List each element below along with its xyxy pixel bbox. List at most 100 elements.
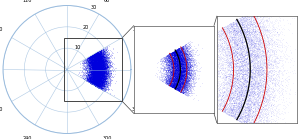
Point xyxy=(164,77,169,79)
Point xyxy=(169,79,174,81)
Point xyxy=(247,99,252,101)
Point xyxy=(179,71,184,73)
Point xyxy=(236,82,241,84)
Point xyxy=(97,56,102,58)
Point xyxy=(99,87,104,89)
Point xyxy=(237,68,242,71)
Point xyxy=(96,53,101,55)
Point xyxy=(179,74,184,77)
Point xyxy=(242,112,247,115)
Point xyxy=(244,51,248,53)
Point xyxy=(172,53,177,55)
Point xyxy=(167,74,172,76)
Point xyxy=(93,67,98,69)
Point xyxy=(180,63,185,65)
Point xyxy=(202,53,207,55)
Point xyxy=(182,82,187,85)
Point xyxy=(248,92,253,94)
Point xyxy=(176,64,181,67)
Point xyxy=(178,60,183,62)
Point xyxy=(176,67,180,69)
Point xyxy=(92,79,97,81)
Point xyxy=(261,62,266,65)
Point xyxy=(85,76,89,79)
Point xyxy=(243,37,248,39)
Point xyxy=(181,92,186,94)
Point xyxy=(170,84,175,86)
Point xyxy=(96,59,101,61)
Point xyxy=(89,66,94,68)
Point xyxy=(245,93,250,95)
Point xyxy=(176,76,181,78)
Point xyxy=(97,59,102,61)
Point xyxy=(179,64,184,66)
Point xyxy=(180,75,184,78)
Point xyxy=(97,58,102,60)
Point xyxy=(93,63,98,65)
Point xyxy=(171,57,176,59)
Point xyxy=(246,118,251,121)
Point xyxy=(253,68,258,71)
Point xyxy=(197,47,202,50)
Point xyxy=(185,53,190,55)
Point xyxy=(102,80,107,82)
Point xyxy=(183,75,188,77)
Point xyxy=(270,89,275,91)
Point xyxy=(250,119,254,121)
Point xyxy=(170,78,175,80)
Point xyxy=(170,57,175,59)
Point xyxy=(261,41,266,43)
Point xyxy=(180,84,185,86)
Point xyxy=(176,60,181,62)
Point xyxy=(184,75,189,78)
Point xyxy=(184,82,189,85)
Point xyxy=(91,72,96,74)
Point xyxy=(259,37,264,39)
Point xyxy=(186,84,191,86)
Point xyxy=(182,67,187,69)
Point xyxy=(167,55,172,57)
Point xyxy=(242,83,246,85)
Point xyxy=(176,56,181,58)
Point xyxy=(175,68,180,70)
Point xyxy=(98,63,103,66)
Point xyxy=(99,51,103,54)
Point xyxy=(220,42,224,44)
Point xyxy=(171,50,176,52)
Point xyxy=(176,51,180,53)
Point xyxy=(100,74,105,76)
Point xyxy=(171,84,176,86)
Point xyxy=(177,77,182,79)
Point xyxy=(95,56,100,59)
Point xyxy=(179,61,184,64)
Point xyxy=(267,95,272,97)
Point xyxy=(178,75,183,77)
Point xyxy=(177,46,182,49)
Point xyxy=(176,65,181,68)
Point xyxy=(247,85,252,87)
Point xyxy=(177,71,182,74)
Point xyxy=(186,55,191,57)
Point xyxy=(176,78,181,80)
Point xyxy=(185,75,190,77)
Point xyxy=(181,60,185,63)
Point xyxy=(176,77,181,79)
Point xyxy=(181,45,185,47)
Point xyxy=(170,50,175,53)
Point xyxy=(174,87,178,89)
Point xyxy=(168,60,172,62)
Point xyxy=(238,34,242,36)
Point xyxy=(85,60,89,62)
Point xyxy=(100,65,105,68)
Point xyxy=(242,63,247,65)
Point xyxy=(182,82,187,84)
Point xyxy=(229,99,233,101)
Point xyxy=(171,56,176,58)
Point xyxy=(272,23,276,26)
Point xyxy=(248,41,253,43)
Point xyxy=(182,67,187,69)
Point xyxy=(99,79,103,81)
Point xyxy=(266,73,271,75)
Point xyxy=(248,39,253,41)
Point xyxy=(94,58,98,60)
